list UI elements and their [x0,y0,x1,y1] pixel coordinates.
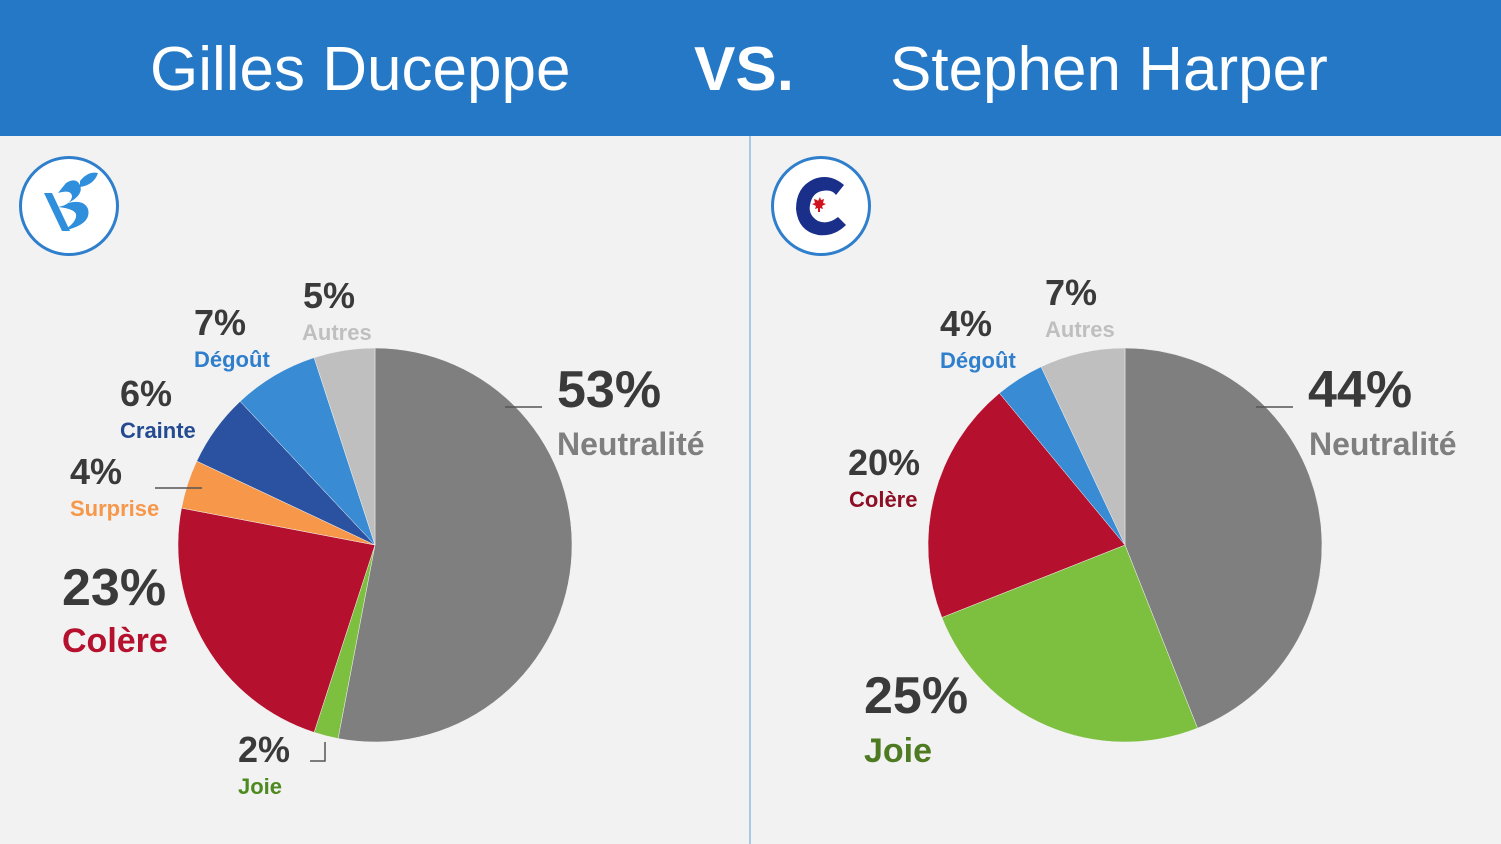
label-value-degout-left: 7% [194,302,247,343]
header-banner: Gilles Duceppe VS. Stephen Harper [0,0,1501,136]
label-name-degout-left: Dégoût [194,347,270,372]
label-value-neutralite-left: 53% [557,361,662,419]
duceppe-slice-neutralite [337,347,573,743]
harper-pie-chart [927,347,1323,743]
label-value-colere-right: 20% [848,442,921,483]
harper-slice-joie [941,544,1198,743]
label-name-surprise-left: Surprise [70,496,160,521]
duceppe-pie-chart [177,347,573,743]
label-name-joie-right: Joie [864,732,933,770]
harper-slice-colere [927,392,1126,618]
conservative-party-logo [771,156,871,256]
label-value-crainte-left: 6% [120,373,173,414]
panel-divider [749,136,751,844]
label-name-autres-left: Autres [302,320,372,345]
duceppe-slice-autres [313,347,376,546]
label-name-degout-right: Dégoût [940,348,1016,373]
label-name-joie-left: Joie [238,774,283,799]
label-name-neutralite-left: Neutralité [557,426,705,462]
leader-line-joie-left [310,742,326,762]
label-value-autres-right: 7% [1045,272,1098,313]
label-value-neutralite-right: 44% [1308,361,1413,419]
duceppe-slice-colere [177,507,376,733]
label-value-surprise-left: 4% [70,451,123,492]
label-value-joie-right: 25% [864,667,969,725]
label-value-joie-left: 2% [238,729,291,770]
label-value-autres-left: 5% [303,275,356,316]
label-value-colere-left: 23% [62,559,167,617]
bloc-quebecois-logo [19,156,119,256]
right-candidate-name: Stephen Harper [890,35,1328,104]
label-value-degout-right: 4% [940,303,993,344]
label-name-autres-right: Autres [1045,317,1115,342]
leader-lines [155,406,1293,762]
harper-slice-autres [1040,347,1126,546]
label-name-colere-right: Colère [849,487,918,512]
harper-slice-neutralite [1124,347,1323,729]
label-name-colere-left: Colère [62,622,168,660]
label-name-crainte-left: Crainte [120,418,196,443]
label-name-neutralite-right: Neutralité [1309,426,1457,462]
versus-label: VS. [694,35,794,104]
left-candidate-name: Gilles Duceppe [150,35,571,104]
